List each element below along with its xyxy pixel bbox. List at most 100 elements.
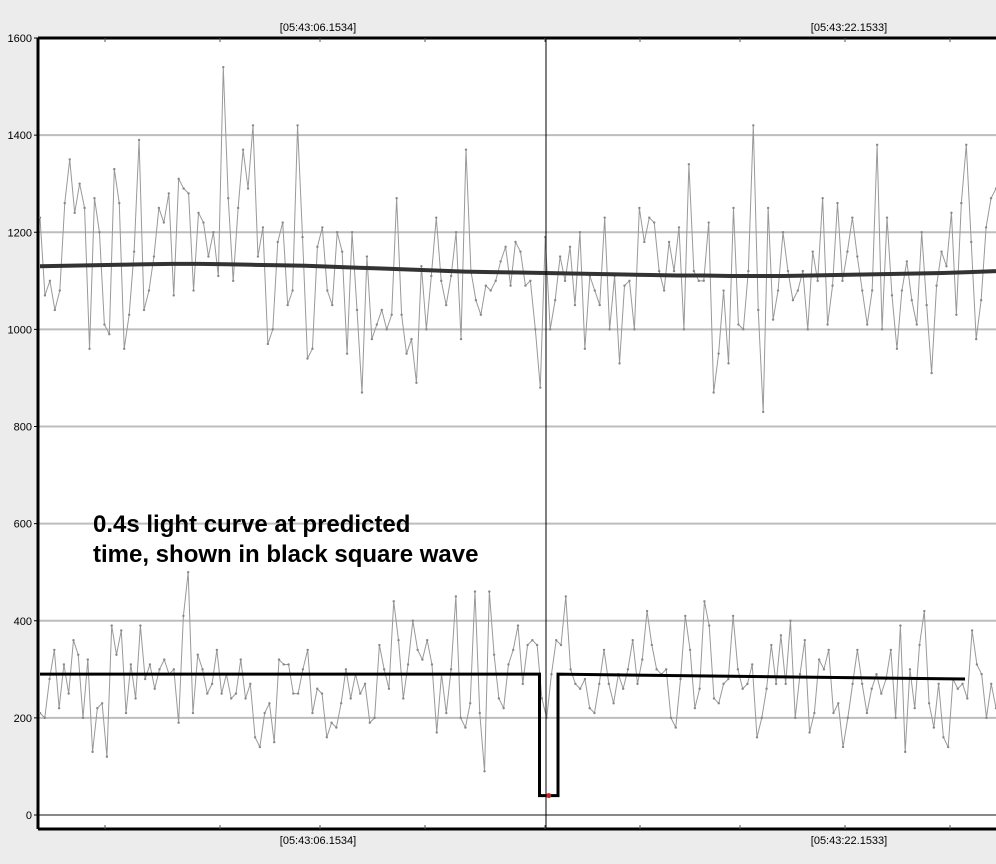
data-point <box>489 289 492 292</box>
data-point <box>48 279 52 283</box>
data-point <box>444 303 448 307</box>
data-point <box>930 371 933 375</box>
data-point <box>516 624 520 627</box>
data-point <box>504 245 507 249</box>
data-point <box>68 158 71 161</box>
annotation-line-1: 0.4s light curve at predicted <box>93 511 411 538</box>
data-point <box>497 697 501 700</box>
data-point <box>38 711 42 715</box>
data-point <box>851 682 854 686</box>
data-point <box>449 668 453 671</box>
data-point <box>889 648 893 652</box>
data-point <box>598 682 601 686</box>
data-point <box>573 303 577 307</box>
data-point <box>553 299 557 302</box>
data-point <box>555 638 558 642</box>
data-point <box>81 716 85 720</box>
data-point <box>895 347 899 350</box>
data-point <box>607 682 611 686</box>
data-point <box>129 663 133 666</box>
data-point <box>885 216 889 219</box>
data-point <box>385 328 388 331</box>
data-point <box>894 716 897 720</box>
data-point <box>162 221 166 224</box>
data-point <box>655 668 658 671</box>
data-point <box>583 347 587 350</box>
data-point <box>410 337 413 341</box>
data-point <box>920 231 923 234</box>
data-point <box>965 143 968 147</box>
data-point <box>736 668 740 671</box>
data-point <box>664 668 668 671</box>
time-label-top: [05:43:06.1534] <box>280 22 356 34</box>
data-point <box>798 672 802 676</box>
data-point <box>890 294 894 297</box>
data-point <box>286 303 289 307</box>
data-point <box>856 648 859 652</box>
data-point <box>923 609 926 613</box>
data-point <box>105 755 109 758</box>
data-point <box>593 289 596 292</box>
data-point <box>569 668 572 671</box>
data-point <box>478 711 481 715</box>
data-point <box>355 308 359 312</box>
data-point <box>816 279 819 283</box>
data-point <box>88 347 91 350</box>
data-point <box>519 250 522 253</box>
data-point <box>77 653 80 656</box>
data-point <box>910 299 913 302</box>
data-point <box>191 711 195 715</box>
data-point <box>593 711 596 715</box>
data-point <box>776 289 780 292</box>
data-point <box>206 692 209 695</box>
data-point <box>72 638 75 642</box>
data-point <box>722 289 725 292</box>
data-point <box>679 677 682 681</box>
data-point <box>648 216 651 219</box>
data-point <box>301 235 304 239</box>
data-point <box>779 634 783 637</box>
data-point <box>67 692 70 695</box>
y-tick-labels: 0 200 400 600 800 1000 1200 1400 1600 <box>8 33 32 822</box>
data-point <box>330 721 333 724</box>
data-point <box>548 328 552 331</box>
data-point <box>220 692 223 695</box>
data-point <box>771 318 775 321</box>
data-point <box>390 313 393 317</box>
data-point <box>717 352 720 355</box>
data-point <box>535 643 539 647</box>
data-point <box>344 668 348 671</box>
data-point <box>875 143 879 147</box>
data-point <box>231 279 235 283</box>
data-point <box>172 294 175 297</box>
data-point <box>78 182 81 185</box>
data-point <box>687 163 691 166</box>
data-point <box>808 731 811 734</box>
data-point <box>875 672 878 676</box>
data-point <box>731 614 735 618</box>
data-point <box>526 643 529 647</box>
data-point <box>980 672 983 676</box>
data-point <box>253 736 257 739</box>
data-point <box>172 668 176 671</box>
data-point <box>741 687 744 690</box>
data-point <box>124 711 128 715</box>
data-point <box>677 226 681 229</box>
data-point <box>908 668 912 671</box>
data-point <box>621 687 625 690</box>
y-tick-label: 1000 <box>8 324 32 336</box>
data-point <box>550 672 553 676</box>
data-point <box>598 303 601 307</box>
data-point <box>737 323 740 326</box>
data-point <box>784 682 787 686</box>
data-point <box>692 269 696 273</box>
data-point <box>212 231 215 234</box>
data-point <box>196 653 199 656</box>
data-point <box>841 745 845 749</box>
data-point <box>469 702 472 705</box>
data-point <box>249 682 252 686</box>
data-point <box>91 750 94 754</box>
data-point <box>578 687 582 690</box>
data-point <box>182 614 185 618</box>
data-point <box>296 124 299 127</box>
